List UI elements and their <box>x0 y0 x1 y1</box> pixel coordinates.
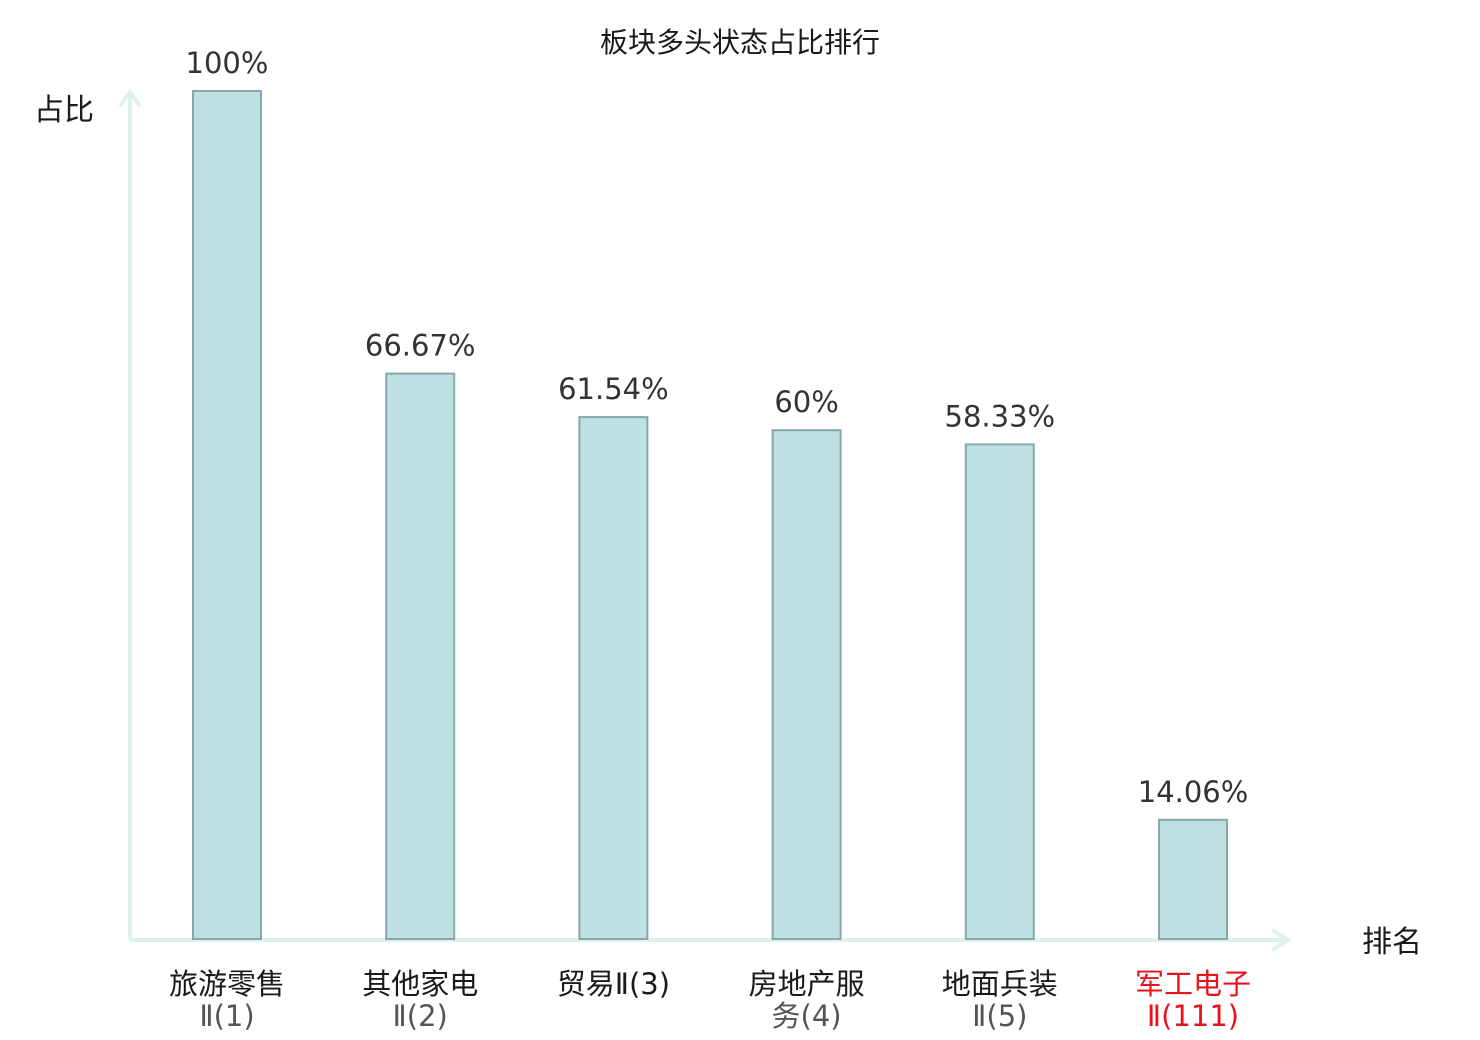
bar <box>385 372 456 941</box>
x-tick-label: 贸易Ⅱ(3) <box>557 967 670 1001</box>
x-tick-label-line2: Ⅱ(1) <box>199 999 254 1033</box>
bar-value-label: 58.33% <box>945 399 1056 433</box>
y-axis-arrow-icon <box>118 88 142 108</box>
x-tick-label-line2: Ⅱ(5) <box>972 999 1027 1033</box>
bar-value-label: 14.06% <box>1138 775 1249 809</box>
x-tick-label: 军工电子 <box>1135 967 1251 1001</box>
bar <box>578 416 649 941</box>
bar <box>192 90 262 940</box>
bar-value-label: 100% <box>186 46 269 80</box>
chart-title: 板块多头状态占比排行 <box>600 26 880 59</box>
y-axis-title: 占比 <box>34 93 94 128</box>
bar-value-label: 60% <box>774 385 838 419</box>
x-axis-title: 排名 <box>1362 925 1422 960</box>
bar-value-label: 66.67% <box>365 329 476 363</box>
y-axis <box>118 88 142 940</box>
x-axis <box>130 928 1292 952</box>
x-tick-label: 其他家电 <box>362 967 478 1001</box>
x-tick-label-line2: 务(4) <box>772 999 842 1033</box>
bar-value-label: 61.54% <box>558 372 669 406</box>
bars-group <box>192 90 1228 941</box>
x-tick-label: 房地产服 <box>749 967 865 1001</box>
x-axis-arrow-icon <box>1270 928 1292 952</box>
bar <box>964 443 1035 940</box>
x-tick-label-line2: Ⅱ(2) <box>393 999 448 1033</box>
x-tick-label-line2: Ⅱ(111) <box>1147 999 1239 1033</box>
bar <box>1158 818 1228 940</box>
x-tick-label: 旅游零售 <box>169 967 285 1001</box>
bar <box>771 429 842 940</box>
x-tick-label: 地面兵装 <box>942 967 1058 1001</box>
